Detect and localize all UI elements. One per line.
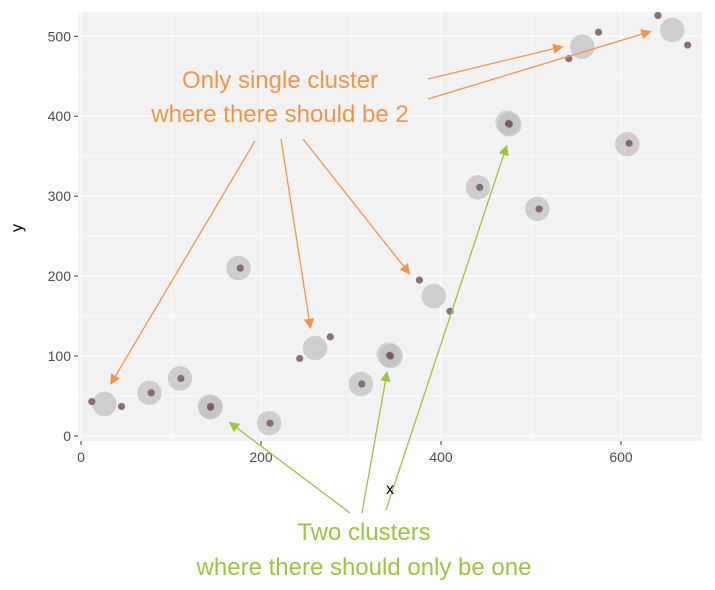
y-tick-label: 200 bbox=[48, 268, 72, 284]
x-tick-label: 0 bbox=[77, 449, 85, 465]
x-axis-title: x bbox=[386, 481, 394, 498]
data-point bbox=[594, 28, 603, 36]
data-point bbox=[147, 389, 155, 397]
data-point bbox=[625, 139, 633, 147]
y-tick-label: 400 bbox=[48, 108, 72, 124]
data-point bbox=[117, 402, 126, 411]
annotation-arrow-green bbox=[385, 144, 509, 511]
x-tick-label: 600 bbox=[609, 449, 633, 465]
data-point bbox=[177, 374, 185, 383]
cluster-center-point bbox=[91, 391, 118, 418]
annotation-text-single-cluster: Only single cluster where there should be… bbox=[150, 67, 409, 128]
annotation-arrow-orange bbox=[280, 138, 315, 330]
data-point bbox=[207, 402, 215, 411]
annotation-text-two-clusters: Two clusters where there should only be o… bbox=[196, 519, 532, 581]
data-point bbox=[476, 183, 484, 191]
data-point bbox=[387, 352, 395, 360]
annotation-arrow-orange bbox=[427, 43, 564, 80]
data-point bbox=[236, 264, 244, 272]
cluster-center-point bbox=[420, 283, 447, 310]
data-point bbox=[296, 354, 304, 363]
x-tick-label: 200 bbox=[249, 449, 273, 465]
y-tick-label: 100 bbox=[48, 348, 72, 364]
axes: 0 200 400 600 0 100 200 300 400 500 bbox=[48, 28, 633, 465]
data-point bbox=[266, 419, 274, 427]
cluster-center-point bbox=[659, 16, 686, 43]
y-tick-label: 300 bbox=[48, 188, 72, 204]
annotation-line: where there should be 2 bbox=[150, 101, 409, 128]
data-point bbox=[684, 41, 692, 49]
annotations: Only single cluster where there should be… bbox=[110, 29, 652, 581]
data-point bbox=[88, 398, 96, 406]
data-point bbox=[358, 380, 366, 388]
annotation-arrow-orange bbox=[302, 138, 411, 275]
annotation-arrow-green bbox=[228, 421, 351, 514]
annotation-line: Only single cluster bbox=[182, 67, 378, 94]
y-axis-title: y bbox=[9, 224, 26, 232]
x-tick-label: 400 bbox=[429, 449, 453, 465]
annotation-arrow-orange bbox=[110, 140, 256, 385]
annotation-arrow-orange bbox=[427, 29, 652, 100]
annotation-line: Two clusters bbox=[297, 519, 430, 546]
y-tick-label: 0 bbox=[63, 428, 71, 444]
cluster-center-point bbox=[569, 33, 596, 60]
data-point bbox=[535, 205, 543, 213]
cluster-center-point bbox=[302, 335, 328, 362]
data-point bbox=[326, 333, 334, 341]
data-point bbox=[505, 120, 513, 128]
data-point bbox=[415, 276, 423, 284]
y-tick-label: 500 bbox=[48, 28, 72, 44]
data-point bbox=[654, 11, 662, 20]
chart-marks bbox=[88, 11, 692, 437]
annotation-arrow-green bbox=[361, 371, 391, 514]
annotation-line: where there should only be one bbox=[196, 554, 532, 581]
